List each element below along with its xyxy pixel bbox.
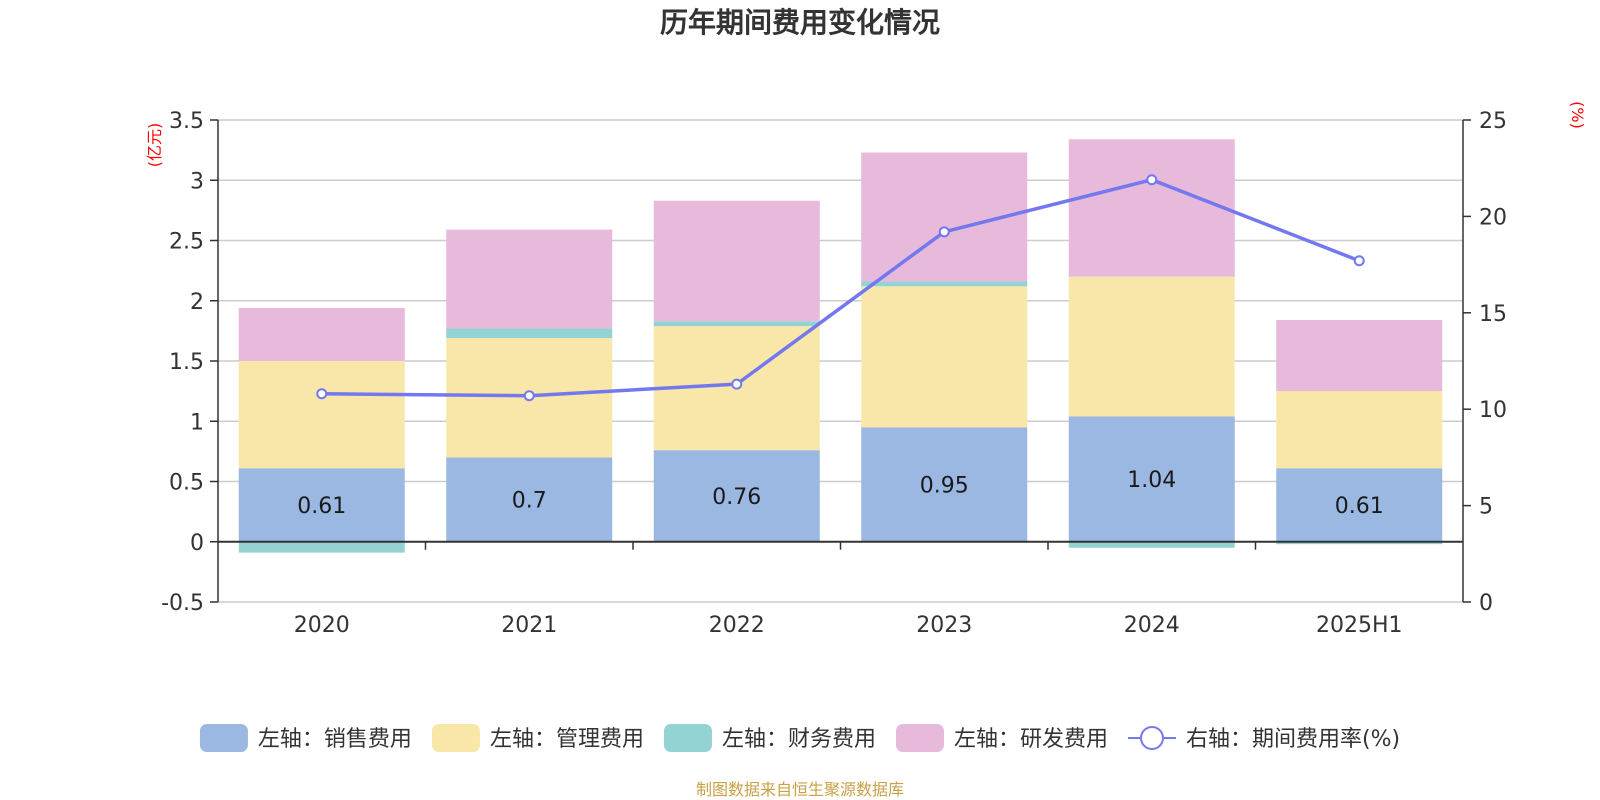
bar-segment-s3: [238, 307, 405, 361]
gridlines: [218, 119, 1463, 603]
category-label: 2023: [916, 613, 972, 638]
legend-swatch: [663, 724, 712, 752]
bar-segment-s0: [238, 468, 405, 542]
left-tick-label: 3.5: [169, 109, 204, 134]
chart-title: 历年期间费用变化情况: [660, 6, 940, 39]
right-axis-unit: (%): [1568, 101, 1587, 129]
bar-segment-s2: [446, 328, 613, 339]
bar-segment-s1: [238, 361, 405, 469]
bar-segment-s0: [653, 450, 820, 542]
left-tick-label: 0: [190, 531, 204, 556]
bar-data-label: 0.61: [1335, 494, 1384, 519]
data-labels: 0.61 0.7 0.76 0.95 1.04 0.61: [297, 468, 1383, 519]
left-tick-label: 1: [190, 410, 204, 435]
legend-label: 左轴：销售费用: [258, 727, 412, 752]
bar-segment-s2: [1276, 541, 1443, 545]
rate-point: [731, 378, 743, 390]
bars: [238, 139, 1443, 553]
category-label: 2021: [501, 613, 557, 638]
bar-segment-s0: [861, 427, 1028, 542]
rate-point: [938, 226, 950, 238]
source-note: 制图数据来自恒生聚源数据库: [696, 780, 904, 799]
legend: 左轴：销售费用 左轴：管理费用 左轴：财务费用 左轴：研发费用 右轴：期间费用率(%): [199, 724, 1400, 752]
category-label: 2020: [294, 613, 350, 638]
bar-segment-s3: [446, 229, 613, 329]
legend-label: 右轴：期间费用率(%): [1186, 727, 1400, 752]
bar-segment-s0: [1068, 416, 1235, 542]
right-tick-label: 0: [1479, 591, 1493, 616]
bar-data-label: 1.04: [1127, 468, 1176, 493]
rate-point: [1353, 255, 1365, 267]
category-label: 2025H1: [1316, 613, 1403, 638]
bar-segment-s2: [1068, 541, 1235, 548]
axes: 3.5 3 2.5 2 1.5 1 0.5 0 -0.5 25 20 15 10 5 0 2020 2021 20…: [161, 109, 1507, 638]
bar-data-label: 0.7: [512, 489, 547, 514]
bar-segment-s1: [1276, 391, 1443, 469]
right-tick-label: 15: [1479, 302, 1507, 327]
bar-segment-s1: [861, 286, 1028, 428]
right-tick-label: 25: [1479, 109, 1507, 134]
left-tick-label: -0.5: [161, 591, 204, 616]
bar-segment-s0: [446, 457, 613, 542]
bar-segment-s0: [1276, 468, 1443, 542]
right-tick-label: 10: [1479, 398, 1507, 423]
bar-segment-s2: [861, 281, 1028, 287]
bar-data-label: 0.95: [920, 474, 969, 499]
legend-label: 左轴：研发费用: [954, 727, 1108, 752]
bar-segment-s2: [238, 541, 405, 553]
bar-segment-s2: [653, 321, 820, 327]
legend-label: 左轴：管理费用: [490, 727, 644, 752]
category-label: 2024: [1124, 613, 1180, 638]
bar-segment-s3: [1276, 320, 1443, 392]
left-tick-label: 1.5: [169, 350, 204, 375]
right-tick-label: 20: [1479, 205, 1507, 230]
bar-data-label: 0.76: [712, 485, 761, 510]
left-tick-label: 2: [190, 290, 204, 315]
rate-point: [523, 390, 535, 402]
left-tick-label: 0.5: [169, 471, 204, 496]
bar-data-label: 0.61: [297, 494, 346, 519]
right-tick-label: 5: [1479, 495, 1493, 520]
left-tick-label: 3: [190, 169, 204, 194]
legend-swatch: [431, 724, 480, 752]
legend-label: 左轴：财务费用: [722, 727, 876, 752]
rate-point: [316, 388, 328, 400]
rate-polyline: [321, 177, 1360, 398]
rate-line: [316, 174, 1365, 402]
left-axis-unit: (亿元): [145, 123, 164, 168]
rate-point: [1146, 174, 1158, 186]
legend-swatch: [199, 724, 248, 752]
legend-swatch: [895, 724, 944, 752]
bar-segment-s3: [653, 200, 820, 322]
category-label: 2022: [709, 613, 765, 638]
left-tick-label: 2.5: [169, 230, 204, 255]
legend-marker: [1139, 726, 1164, 750]
bar-segment-s3: [1068, 139, 1235, 277]
bar-segment-s1: [1068, 276, 1235, 417]
